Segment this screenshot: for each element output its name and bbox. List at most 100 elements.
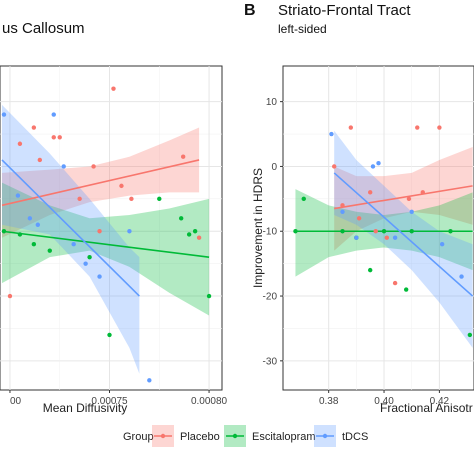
data-point-placebo [129, 196, 134, 202]
panel-b-plot-area [282, 65, 474, 391]
data-point-placebo [97, 229, 102, 234]
panel-b-y-ticks: 10 0 -10 -20 -30 [263, 97, 283, 367]
y-tick-label: 0 [271, 162, 277, 173]
data-point-tdcs [71, 242, 76, 247]
x-tick-label: 0.38 [319, 396, 339, 407]
data-point-escitalopram [467, 332, 473, 338]
panel-b-y-axis-label: Improvement in HDRS [251, 168, 265, 288]
data-point-escitalopram [87, 254, 92, 260]
data-point-tdcs [127, 229, 132, 234]
data-point-escitalopram [47, 248, 52, 253]
x-tick-label: 0.00080 [191, 396, 228, 407]
data-point-placebo [196, 235, 202, 240]
fit-line-placebo [1, 159, 200, 207]
data-point-placebo [37, 157, 43, 163]
data-point-placebo [91, 164, 96, 169]
panel-b-title: Striato-Frontal Tract [278, 2, 411, 19]
x-tick-label: 0.40 [374, 396, 394, 407]
data-point-placebo [420, 190, 425, 195]
legend-point-escitalopram [232, 433, 238, 439]
data-point-escitalopram [340, 229, 345, 234]
data-point-tdcs [329, 131, 334, 137]
data-point-escitalopram [186, 232, 192, 237]
panel-a-title: us Callosum [2, 20, 85, 37]
data-point-placebo [57, 135, 62, 140]
data-point-escitalopram [293, 229, 298, 234]
fit-line-escitalopram [1, 230, 210, 258]
panel-a: us Callosum 00 0.00075 0.00080 Mean Diffus… [0, 20, 228, 415]
legend-point-tdcs [322, 433, 328, 439]
legend-label-tdcs: tDCS [342, 431, 368, 443]
data-point-tdcs [83, 261, 88, 266]
data-point-placebo [17, 141, 23, 146]
data-point-placebo [437, 125, 442, 130]
data-point-tdcs [1, 112, 7, 117]
data-point-placebo [332, 164, 337, 169]
data-point-escitalopram [157, 196, 162, 202]
confidence-band-escitalopram [1, 182, 210, 316]
data-point-tdcs [35, 222, 41, 227]
y-tick-label: 10 [266, 97, 278, 108]
data-point-placebo [77, 196, 82, 202]
confidence-band-placebo [334, 147, 473, 251]
data-point-escitalopram [1, 229, 7, 234]
data-point-escitalopram [17, 232, 23, 237]
data-point-escitalopram [31, 242, 37, 247]
panel-b-points [293, 125, 473, 338]
fit-line-tdcs [1, 159, 140, 297]
data-point-placebo [7, 293, 13, 299]
data-point-escitalopram [192, 229, 198, 234]
data-point-tdcs [376, 161, 381, 166]
data-point-placebo [406, 196, 412, 202]
data-point-tdcs [354, 235, 359, 240]
data-point-escitalopram [409, 229, 414, 234]
data-point-placebo [367, 190, 373, 195]
data-point-placebo [415, 125, 420, 130]
panel-a-points [1, 86, 212, 383]
panel-b-x-axis-label: Fractional Anisotr [380, 401, 473, 415]
data-point-tdcs [51, 112, 56, 117]
panel-a-fit-lines [1, 159, 210, 297]
x-tick-label: 00 [10, 396, 22, 407]
fit-line-placebo [334, 185, 473, 210]
data-point-placebo [384, 235, 390, 240]
confidence-band-tdcs [334, 130, 473, 348]
panel-b-x-ticks: 0.38 0.40 0.42 [319, 390, 450, 407]
x-tick-label: 0.42 [430, 396, 450, 407]
legend-point-placebo [160, 433, 166, 439]
data-point-placebo [31, 125, 37, 130]
data-point-tdcs [61, 164, 66, 169]
panel-b: B Striato-Frontal Tract left-sided 0.38 0… [244, 2, 474, 415]
fit-line-tdcs [333, 172, 474, 297]
data-point-tdcs [27, 216, 33, 221]
data-point-placebo [340, 203, 345, 208]
data-point-tdcs [97, 274, 102, 279]
data-point-tdcs [459, 274, 464, 279]
panel-b-letter: B [244, 2, 256, 19]
data-point-tdcs [147, 378, 152, 383]
data-point-placebo [119, 183, 124, 189]
data-point-placebo [373, 229, 378, 234]
panel-b-subtitle: left-sided [278, 22, 327, 36]
data-point-tdcs [392, 235, 398, 240]
legend-label-escitalopram: Escitalopram [252, 431, 316, 443]
data-point-escitalopram [448, 229, 453, 234]
data-point-escitalopram [178, 216, 184, 221]
data-point-escitalopram [367, 267, 373, 273]
data-point-tdcs [340, 209, 345, 214]
data-point-tdcs [409, 209, 414, 214]
data-point-tdcs [15, 193, 21, 198]
data-point-placebo [348, 125, 354, 130]
y-tick-label: -10 [263, 227, 278, 238]
data-point-escitalopram [403, 287, 409, 292]
data-point-placebo [111, 86, 116, 91]
data-point-escitalopram [206, 293, 212, 299]
data-point-placebo [180, 154, 186, 159]
legend: Group Placebo Escitalopram tDCS [123, 425, 368, 447]
data-point-placebo [51, 135, 56, 140]
data-point-escitalopram [107, 332, 112, 338]
legend-label-placebo: Placebo [180, 431, 220, 443]
legend-title: Group [123, 431, 154, 443]
panel-a-gridlines [0, 66, 222, 390]
